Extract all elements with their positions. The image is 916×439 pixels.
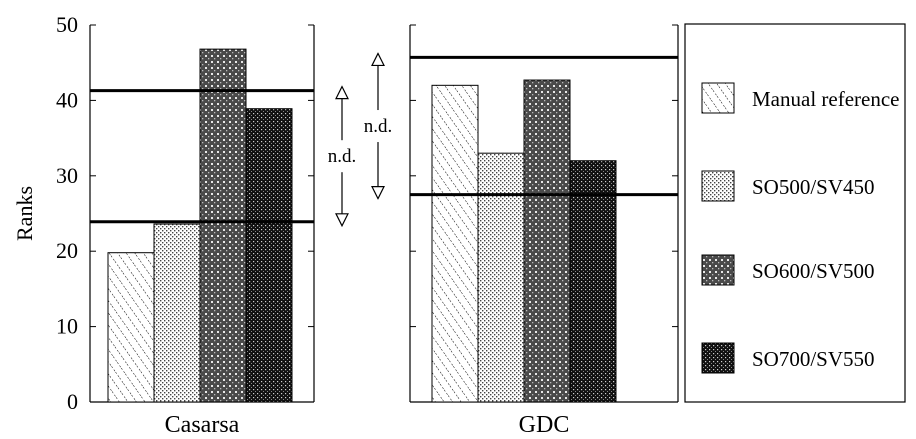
y-tick-label: 50	[56, 12, 78, 37]
y-axis-label: Ranks	[12, 186, 37, 241]
bar-hatch	[107, 252, 155, 403]
legend-label: SO500/SV450	[752, 175, 875, 199]
bar-light-dots	[153, 223, 201, 403]
legend-swatch-dark-dots	[701, 342, 735, 374]
y-tick-label: 0	[67, 389, 78, 414]
legend-label: Manual reference	[752, 87, 899, 111]
bar-hatch	[431, 84, 479, 403]
legend-swatch-hatch	[701, 82, 735, 114]
legend: Manual reference SO500/SV450 SO600/SV500 SO…	[684, 23, 906, 403]
bar-light-dots	[477, 152, 525, 403]
bar-dark-dots	[569, 160, 617, 403]
category-label: GDC	[519, 412, 570, 438]
legend-label: SO600/SV500	[752, 259, 875, 283]
bar-grid	[523, 79, 571, 403]
y-tick-label: 30	[56, 163, 78, 188]
y-tick-label: 20	[56, 238, 78, 263]
annotations: n.d. n.d.	[328, 59, 393, 219]
bars	[107, 48, 617, 403]
category-label: Casarsa	[165, 412, 240, 438]
y-tick-label: 10	[56, 314, 78, 339]
bar-dark-dots	[245, 108, 293, 403]
legend-swatch-grid	[701, 254, 735, 286]
axes: Casarsa GDC 0 10 20 30 40 50 Ranks	[12, 12, 679, 438]
nd-label: n.d.	[364, 116, 393, 137]
nd-label: n.d.	[328, 146, 357, 167]
threshold-lines	[90, 55, 678, 224]
y-tick-label: 40	[56, 87, 78, 112]
legend-label: SO700/SV550	[752, 347, 875, 371]
bar-grid	[199, 48, 247, 403]
legend-swatch-light-dots	[701, 170, 735, 202]
